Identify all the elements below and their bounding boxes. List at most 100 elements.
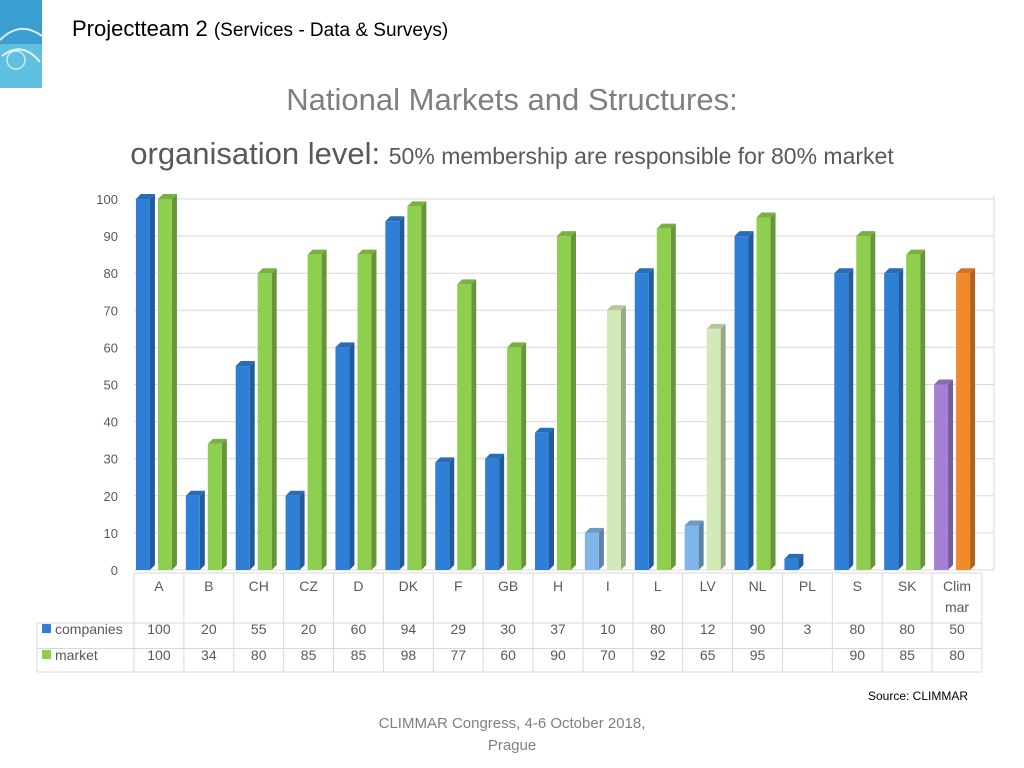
bar-companies-top — [485, 453, 505, 459]
bar-companies-side — [898, 268, 904, 570]
footer-line1: CLIMMAR Congress, 4-6 October 2018, — [378, 715, 646, 732]
data-label-companies: 55 — [251, 621, 267, 637]
bar-companies-side — [598, 527, 604, 570]
bar-market-side — [620, 305, 626, 570]
data-label-companies: 29 — [450, 621, 466, 637]
data-label-market: 92 — [650, 647, 666, 663]
category-label: B — [204, 578, 213, 594]
footer-line2: Prague — [487, 737, 537, 754]
data-label-market: 100 — [147, 647, 171, 663]
category-label: A — [154, 578, 164, 594]
bar-companies-top — [734, 231, 754, 237]
slide-header: Projectteam 2 (Services - Data & Surveys… — [72, 16, 448, 42]
slide-title: National Markets and Structures: — [286, 82, 738, 117]
bar-market — [157, 199, 172, 570]
bar-companies — [784, 558, 799, 570]
header-subtitle: (Services - Data & Surveys) — [213, 20, 449, 41]
bar-companies — [285, 495, 300, 570]
bar-companies-side — [299, 490, 305, 570]
bar-market-side — [221, 438, 227, 570]
bar-companies-side — [349, 342, 355, 570]
category-label: S — [853, 578, 862, 594]
data-label-companies: 80 — [899, 621, 915, 637]
data-label-market: 80 — [251, 647, 267, 663]
bar-market — [956, 273, 971, 570]
bar-market-top — [157, 194, 177, 199]
bar-companies-top — [634, 268, 654, 274]
bar-companies-top — [235, 360, 255, 366]
bar-market-side — [920, 249, 926, 570]
bar-companies — [584, 532, 599, 570]
bar-companies-top — [934, 379, 954, 385]
bar-companies-side — [948, 379, 954, 570]
bar-companies — [934, 384, 949, 570]
bar-companies — [535, 432, 549, 570]
bar-companies — [834, 273, 849, 570]
bar-market — [606, 310, 621, 570]
bar-market — [656, 228, 671, 570]
data-label-market: 85 — [301, 647, 317, 663]
bar-market-top — [407, 201, 427, 207]
bar-market-side — [670, 223, 676, 570]
bar-companies-top — [385, 216, 405, 222]
bar-companies — [634, 273, 649, 570]
y-tick-label: 40 — [104, 415, 118, 430]
data-label-market: 90 — [850, 647, 866, 663]
bar-market-top — [656, 223, 676, 229]
bar-companies-side — [798, 553, 804, 570]
bar-companies-top — [884, 268, 904, 274]
data-label-market: 85 — [899, 647, 915, 663]
source-note: Source: CLIMMAR — [867, 689, 968, 703]
bar-market-side — [720, 323, 726, 570]
bar-market-top — [457, 279, 477, 285]
bar-market-side — [371, 249, 377, 570]
bar-market-top — [307, 249, 327, 255]
data-label-companies: 100 — [147, 621, 171, 637]
category-label: I — [606, 578, 610, 594]
bar-companies — [435, 462, 450, 570]
category-label: SK — [898, 578, 917, 594]
bar-market-top — [207, 438, 227, 444]
y-tick-label: 20 — [104, 489, 118, 504]
bar-market-side — [770, 212, 776, 571]
bar-companies-side — [648, 268, 654, 570]
category-label: DK — [399, 578, 419, 594]
footer: CLIMMAR Congress, 4-6 October 2018, Prag… — [362, 713, 662, 757]
bar-companies-top — [535, 427, 554, 433]
bar-companies-side — [748, 231, 754, 570]
data-label-companies: 20 — [201, 621, 217, 637]
bar-companies-top — [784, 553, 804, 559]
bar-market — [257, 273, 272, 570]
data-label-market: 80 — [949, 647, 965, 663]
bar-companies — [884, 273, 899, 570]
bar-market-top — [906, 249, 926, 255]
bar-companies-side — [199, 490, 205, 570]
data-label-market: 70 — [600, 647, 616, 663]
category-label: LV — [700, 578, 717, 594]
bar-market — [457, 284, 472, 570]
legend-swatch-market — [42, 650, 51, 659]
bar-market-top — [856, 231, 876, 237]
category-label: D — [353, 578, 363, 594]
data-label-companies: 12 — [700, 621, 716, 637]
bar-companies-side — [549, 427, 554, 570]
y-tick-label: 60 — [104, 340, 118, 355]
data-label-market: 90 — [550, 647, 566, 663]
slide-subtitle-rest: 50% membership are responsible for 80% m… — [388, 143, 894, 169]
bar-market-side — [471, 279, 477, 570]
data-label-companies: 80 — [850, 621, 866, 637]
data-label-companies: 3 — [804, 621, 812, 637]
legend-label-companies: companies — [55, 621, 123, 637]
y-tick-label: 50 — [104, 378, 118, 393]
bar-market-top — [557, 231, 576, 237]
bar-companies — [335, 347, 350, 570]
y-tick-label: 0 — [111, 563, 118, 578]
data-label-companies: 80 — [650, 621, 666, 637]
data-label-market: 60 — [500, 647, 516, 663]
bar-market — [557, 236, 571, 570]
bar-companies-side — [149, 194, 155, 570]
bar-market — [307, 254, 322, 570]
data-label-companies: 90 — [750, 621, 766, 637]
bar-companies-top — [435, 457, 455, 463]
